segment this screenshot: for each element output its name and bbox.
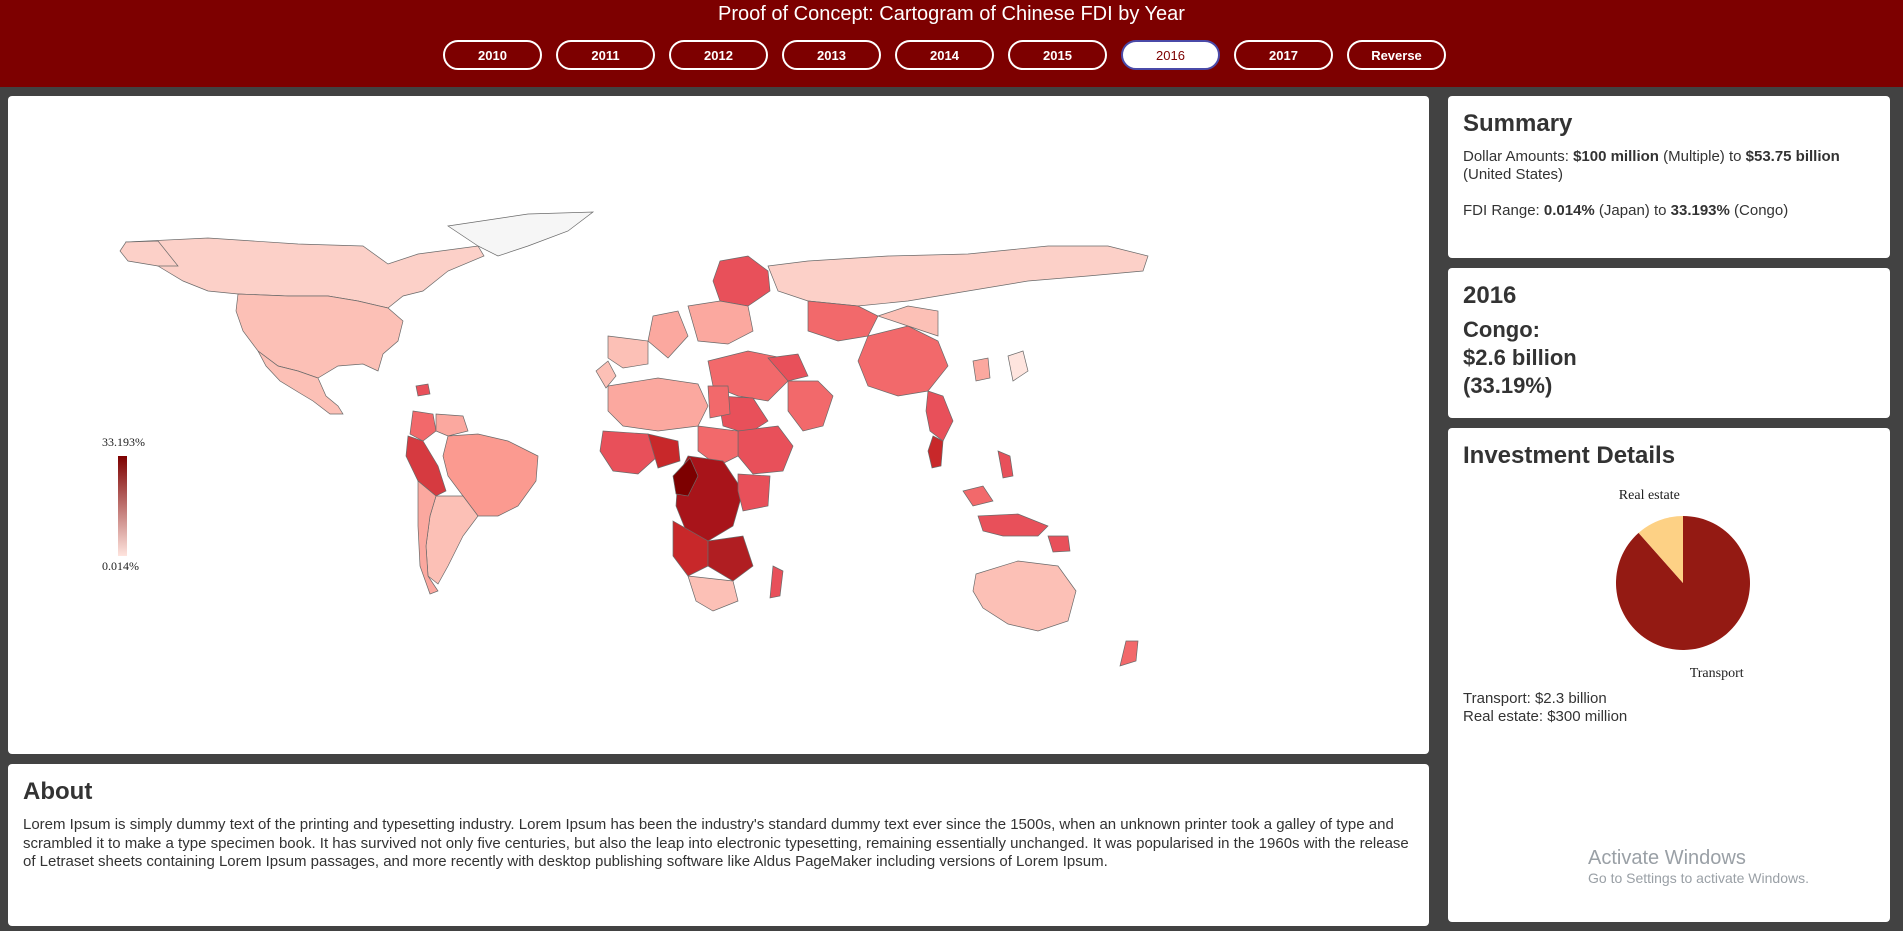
country-brazil[interactable] (442, 433, 539, 517)
country-laos[interactable] (927, 435, 944, 469)
selected-percent: (33.19%) (1463, 373, 1553, 398)
country-canada[interactable] (125, 237, 485, 309)
dollar-max-note: (United States) (1463, 166, 1564, 183)
selected-country-info: Congo: $2.6 billion (33.19%) (1463, 316, 1875, 400)
country-japan[interactable] (1007, 350, 1029, 382)
country-uk[interactable] (595, 360, 617, 389)
page-title: Proof of Concept: Cartogram of Chinese F… (718, 3, 1185, 25)
details-line-transport: Transport: $2.3 billion (1463, 690, 1607, 707)
country-angola[interactable] (672, 520, 709, 577)
dollar-min: $100 million (1573, 148, 1659, 165)
country-iran[interactable] (767, 353, 809, 382)
country-usa[interactable] (235, 293, 404, 379)
year-button-2013[interactable]: 2013 (782, 40, 881, 70)
selected-country-panel: 2016 Congo: $2.6 billion (33.19%) (1448, 268, 1890, 418)
fdi-range-label: FDI Range: (1463, 202, 1540, 219)
country-russia[interactable] (767, 245, 1149, 307)
country-germany[interactable] (647, 310, 689, 359)
legend-gradient (118, 456, 127, 556)
about-panel: About Lorem Ipsum is simply dummy text o… (8, 764, 1429, 926)
country-north-africa[interactable] (607, 377, 709, 432)
country-arabia[interactable] (717, 395, 769, 435)
country-congo[interactable] (672, 457, 699, 497)
country-philippines[interactable] (997, 450, 1014, 479)
country-kazakhstan[interactable] (807, 300, 879, 342)
dollar-min-note: (Multiple) to (1663, 148, 1742, 165)
country-france[interactable] (607, 335, 649, 369)
selected-year: 2016 (1463, 282, 1517, 309)
summary-heading: Summary (1463, 110, 1573, 137)
fdi-max-note: (Congo) (1734, 202, 1789, 219)
cartogram-map: 33.193% 0.014% (102, 211, 1149, 667)
country-indonesia[interactable] (977, 513, 1049, 537)
country-alaska[interactable] (119, 240, 179, 267)
app-header: Proof of Concept: Cartogram of Chinese F… (0, 0, 1903, 87)
details-heading: Investment Details (1463, 442, 1676, 469)
year-button-2011[interactable]: 2011 (556, 40, 655, 70)
country-venezuela[interactable] (435, 413, 469, 437)
country-australia[interactable] (972, 560, 1077, 632)
dollar-range-label: Dollar Amounts: (1463, 148, 1569, 165)
reverse-button[interactable]: Reverse (1347, 40, 1446, 70)
country-south-africa[interactable] (687, 575, 739, 612)
country-new-zealand[interactable] (1119, 640, 1139, 667)
about-heading: About (23, 778, 93, 805)
details-line-real-estate: Real estate: $300 million (1463, 708, 1628, 725)
country-east-europe[interactable] (687, 300, 754, 345)
summary-panel: Summary Dollar Amounts: $100 million (Mu… (1448, 96, 1890, 258)
country-peru[interactable] (405, 435, 447, 497)
country-scandinavia[interactable] (712, 255, 771, 307)
selected-amount: $2.6 billion (1463, 345, 1577, 370)
country-india[interactable] (787, 380, 834, 432)
investment-pie-chart: Transport Real estate (1616, 488, 1750, 681)
year-button-2016[interactable]: 2016 (1121, 40, 1220, 70)
country-sudan[interactable] (697, 425, 739, 467)
year-button-2015[interactable]: 2015 (1008, 40, 1107, 70)
fdi-min-note: (Japan) to (1598, 202, 1667, 219)
country-colombia[interactable] (409, 410, 437, 442)
country-madagascar[interactable] (769, 565, 784, 599)
investment-details-panel: Investment Details Transport Real estate … (1448, 428, 1890, 922)
country-ethiopia[interactable] (737, 425, 794, 475)
country-china[interactable] (857, 325, 949, 397)
selected-country-name: Congo: (1463, 317, 1540, 342)
country-chile[interactable] (417, 480, 439, 595)
year-button-2010[interactable]: 2010 (443, 40, 542, 70)
legend-min-label: 0.014% (102, 559, 139, 573)
year-button-2017[interactable]: 2017 (1234, 40, 1333, 70)
fdi-min: 0.014% (1543, 202, 1595, 219)
country-korea[interactable] (972, 357, 991, 382)
fdi-range: FDI Range: 0.014% (Japan) to 33.193% (Co… (1463, 202, 1875, 220)
country-argentina[interactable] (425, 495, 479, 585)
pie-label-transport: Transport (1690, 666, 1744, 681)
country-cuba[interactable] (415, 383, 431, 397)
country-mongolia[interactable] (876, 305, 939, 337)
country-greenland[interactable] (447, 211, 595, 257)
country-malaysia[interactable] (962, 485, 994, 507)
map-panel: 33.193% 0.014% (8, 96, 1429, 754)
windows-activation-watermark: Activate Windows Go to Settings to activ… (1588, 846, 1809, 887)
dollar-range: Dollar Amounts: $100 million (Multiple) … (1463, 148, 1875, 184)
country-mexico[interactable] (257, 350, 344, 415)
country-png[interactable] (1047, 535, 1071, 553)
year-button-2012[interactable]: 2012 (669, 40, 768, 70)
pie-slice-real-estate[interactable] (1638, 516, 1683, 583)
about-text: Lorem Ipsum is simply dummy text of the … (23, 816, 1409, 870)
pie-label-real-estate: Real estate (1619, 488, 1680, 503)
dollar-max: $53.75 billion (1745, 148, 1840, 165)
year-button-bar: 2010 2011 2012 2013 2014 2015 2016 2017 … (443, 40, 1446, 70)
country-nigeria[interactable] (647, 433, 681, 469)
country-kenya[interactable] (737, 473, 771, 512)
legend-max-label: 33.193% (102, 435, 145, 449)
fdi-max: 33.193% (1670, 202, 1730, 219)
country-southeast-asia[interactable] (925, 390, 954, 442)
country-zambia[interactable] (707, 535, 754, 582)
watermark-title: Activate Windows (1588, 847, 1746, 869)
year-button-2014[interactable]: 2014 (895, 40, 994, 70)
watermark-subtitle: Go to Settings to activate Windows. (1588, 870, 1809, 886)
country-egypt[interactable] (707, 385, 731, 419)
